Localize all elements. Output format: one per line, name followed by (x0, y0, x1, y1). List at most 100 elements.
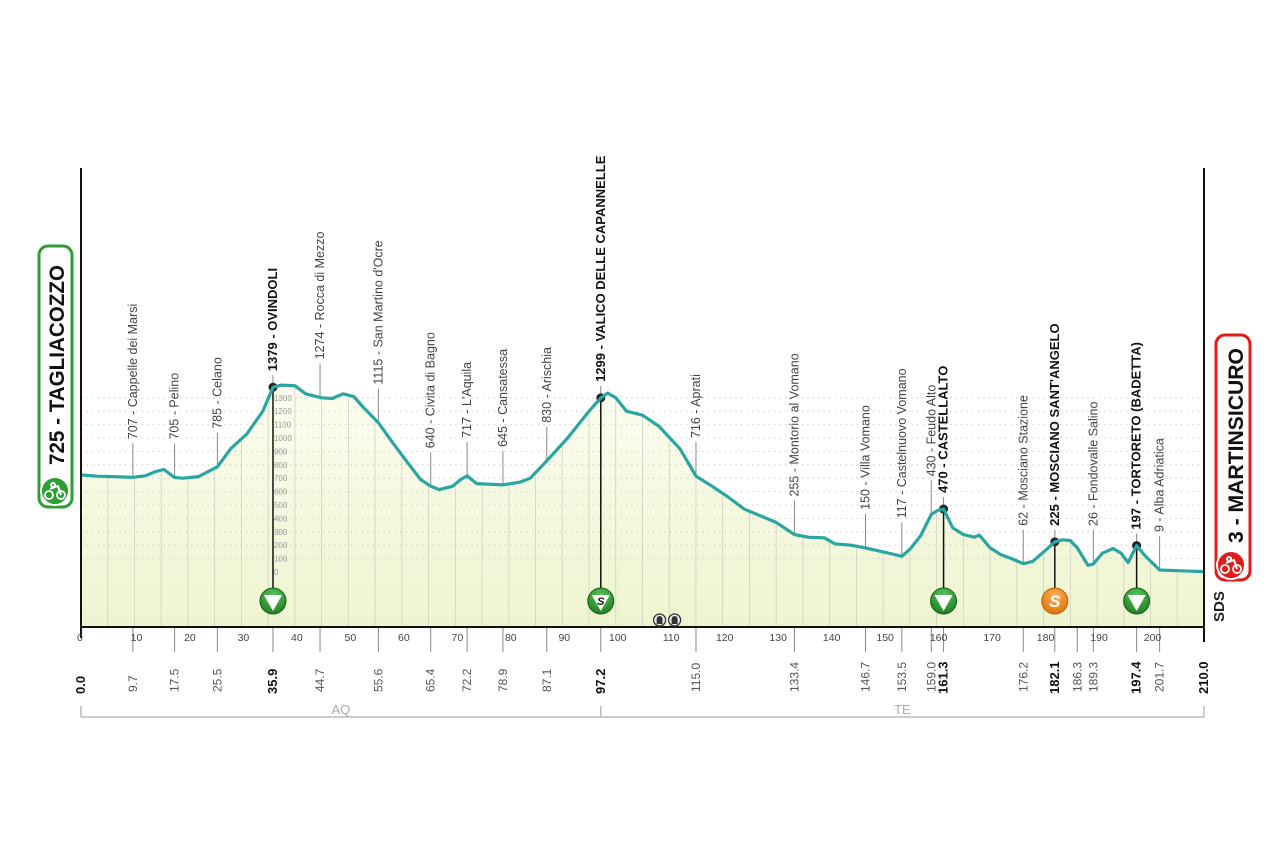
x-tick-label: 160 (930, 632, 948, 644)
profile-line (80, 383, 1205, 574)
locality-label: 150 - Villa Vomano (858, 405, 872, 510)
y-tick-label: 300 (274, 528, 288, 537)
y-tick-label: 900 (274, 447, 288, 456)
start-label-box: 725 - TAGLIACOZZO (37, 244, 74, 509)
gpm-triangle (1127, 595, 1146, 611)
sprint-letter: S (1049, 592, 1061, 611)
distance-label: 44.7 (313, 668, 327, 692)
distance-label: 197.4 (1129, 661, 1144, 694)
distance-label: 146.7 (858, 662, 872, 692)
x-tick-label: 190 (1090, 632, 1108, 644)
y-tick-label: 1300 (274, 394, 292, 403)
sds-logo: SDS (1211, 591, 1228, 622)
locality-label: 830 - Arischia (540, 347, 554, 423)
x-tick-label: 10 (131, 632, 143, 644)
locality-label: 1379 - OVINDOLI (265, 268, 280, 371)
distance-label: 55.6 (371, 668, 385, 692)
distance-label: 210.0 (1196, 661, 1211, 694)
distance-label: 159.0 (924, 662, 938, 692)
distance-label: 17.5 (168, 668, 182, 692)
distance-label: 9.7 (126, 675, 140, 692)
x-tick-label: 170 (983, 632, 1001, 644)
y-tick-label: 1100 (274, 421, 292, 430)
x-tick-label: 140 (823, 632, 841, 644)
x-tick-label: 70 (451, 632, 463, 644)
locality-label: 785 - Celano (210, 357, 224, 429)
y-tick-label: 1000 (274, 434, 292, 443)
locality-label: 26 - Fondovalle Salino (1086, 402, 1100, 526)
y-tick-label: 1200 (274, 407, 292, 416)
finish-label: 3 - MARTINSICURO (1225, 348, 1248, 543)
cyclist-start-icon (40, 476, 70, 506)
x-tick-label: 150 (876, 632, 894, 644)
sprint-icon (1041, 587, 1069, 615)
x-tick-label: 30 (238, 632, 250, 644)
x-tick-label: 90 (558, 632, 570, 644)
distance-label: 78.9 (496, 668, 510, 692)
y-tick-label: 600 (274, 488, 288, 497)
locality-label: 255 - Montorio al Vomano (787, 353, 801, 496)
y-tick-label: 800 (274, 461, 288, 470)
x-tick-label: 120 (716, 632, 734, 644)
locality-label: 640 - Civita di Bagno (424, 332, 438, 448)
locality-label: 1115 - San Martino d'Ocre (371, 240, 385, 384)
start-label: 725 - TAGLIACOZZO (46, 265, 69, 465)
distance-label: 87.1 (540, 668, 554, 692)
distance-label: 72.2 (460, 668, 474, 692)
locality-label: 62 - Mosciano Stazione (1016, 395, 1030, 526)
gpm-triangle (263, 595, 282, 611)
x-tick-label: 80 (505, 632, 517, 644)
x-tick-label: 200 (1144, 632, 1162, 644)
finish-label-box: 3 - MARTINSICURO (1214, 333, 1252, 582)
distance-label: 0.0 (73, 676, 88, 694)
gpm-triangle (934, 595, 953, 611)
tunnel-glyph (656, 616, 663, 624)
x-tick-label: 100 (609, 632, 627, 644)
distance-label: 115.0 (689, 663, 703, 692)
locality-label: 225 - MOSCIANO SANT'ANGELO (1047, 323, 1062, 525)
x-tick-label: 130 (769, 632, 787, 644)
distance-label: 201.7 (1153, 662, 1167, 692)
locality-label: 1299 - VALICO DELLE CAPANNELLE (593, 155, 608, 382)
locality-label: 717 - L'Aquila (460, 362, 474, 438)
distance-label: 133.4 (787, 662, 801, 692)
x-tick-label: 50 (345, 632, 357, 644)
distance-label: 182.1 (1047, 661, 1062, 694)
distance-label: 186.3 (1070, 662, 1084, 692)
y-tick-label: 500 (274, 501, 288, 510)
gpm-triangle (591, 595, 610, 611)
x-tick-label: 0 (77, 632, 83, 644)
distance-label: 189.3 (1086, 662, 1100, 692)
y-tick-label: 100 (274, 555, 288, 564)
cyclist-finish-icon (1216, 550, 1246, 580)
x-tick-label: 180 (1037, 632, 1055, 644)
distance-label: 35.9 (265, 669, 280, 694)
x-tick-label: 60 (398, 632, 410, 644)
distance-label: 97.2 (593, 669, 608, 694)
locality-label: 707 - Cappelle dei Marsi (126, 304, 140, 440)
y-tick-label: 200 (274, 541, 288, 550)
region-label: AQ (331, 702, 350, 717)
distance-label: 161.3 (936, 661, 951, 694)
x-tick-label: 110 (663, 632, 680, 644)
y-tick-label: 400 (274, 514, 288, 523)
locality-label: 645 - Cansatessa (496, 349, 510, 447)
distance-label: 25.5 (210, 668, 224, 692)
locality-label: 117 - Castelnuovo Vomano (895, 368, 909, 518)
locality-label: 470 - CASTELLALTO (936, 366, 951, 493)
sprint-letter: S (597, 596, 605, 608)
y-tick-label: 700 (274, 474, 288, 483)
distance-label: 176.2 (1016, 662, 1030, 692)
locality-label: 9 - Alba Adriatica (1153, 438, 1167, 532)
locality-label: 716 - Aprati (689, 374, 703, 438)
x-tick-label: 40 (291, 632, 303, 644)
distance-label: 65.4 (424, 668, 438, 692)
locality-label: 1274 - Rocca di Mezzo (313, 232, 327, 360)
locality-label: 197 - TORTORETO (BADETTA) (1129, 342, 1144, 530)
distance-label: 153.5 (895, 662, 909, 692)
y-tick-label: 0 (274, 568, 279, 577)
x-tick-label: 20 (184, 632, 196, 644)
locality-label: 705 - Pelino (168, 373, 182, 440)
region-label: TE (894, 702, 911, 717)
